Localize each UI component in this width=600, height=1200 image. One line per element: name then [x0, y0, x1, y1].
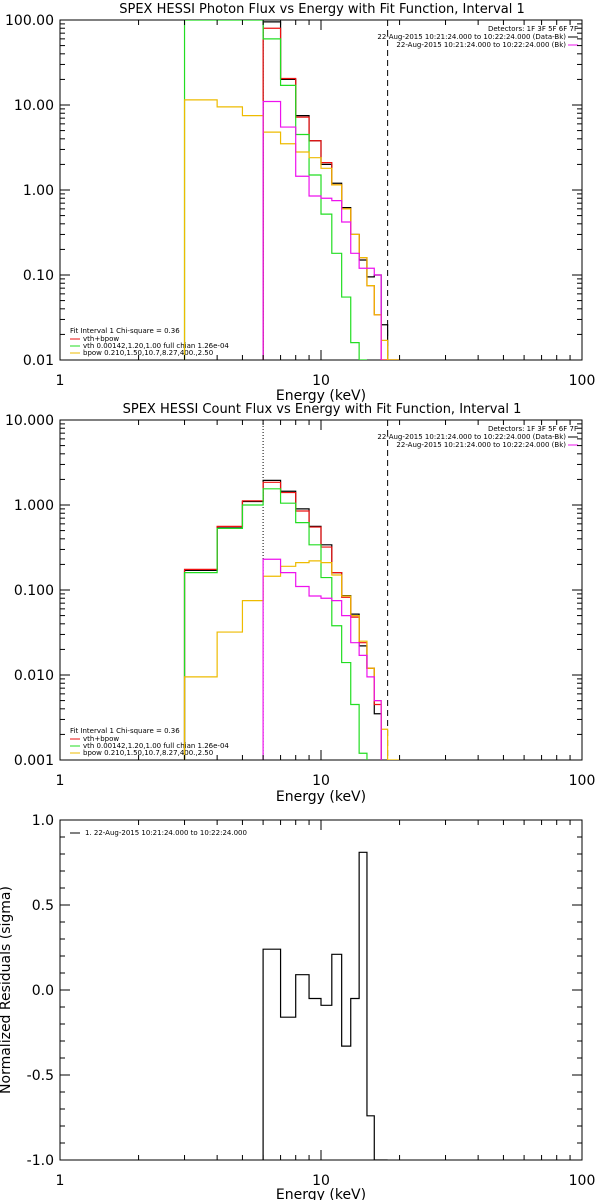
photon-flux-xlabel: Energy (keV) — [276, 388, 366, 404]
count-flux-ytick-0.100: 0.100 — [14, 583, 54, 599]
residuals-xtick-1: 1 — [56, 1173, 65, 1189]
photon-flux-header-data-interval: 22-Aug-2015 10:21:24.000 to 10:22:24.000… — [377, 33, 566, 41]
count-flux-legend: Fit Interval 1 Chi-square = 0.36 vth+bpo… — [70, 727, 229, 757]
residuals-yticks: -1.0 -0.5 0.0 0.5 1.0 — [27, 813, 54, 1169]
residuals-ylabel: Normalized Residuals (sigma) — [0, 886, 14, 1094]
count-flux-ytick-1.000: 1.000 — [14, 498, 54, 514]
photon-flux-series-data — [262, 21, 400, 360]
photon-flux-xtick-1: 1 — [56, 373, 65, 389]
residuals-marks — [262, 851, 388, 1160]
residuals-xlabel: Energy (keV) — [276, 1187, 366, 1200]
count-flux-title: SPEX HESSI Count Flux vs Energy with Fit… — [123, 402, 522, 417]
count-flux-xlabel: Energy (keV) — [276, 789, 366, 805]
count-flux-header-detectors: Detectors: 1F 3F 5F 6F 7F — [488, 425, 578, 433]
count-flux-header: Detectors: 1F 3F 5F 6F 7F 22-Aug-2015 10… — [377, 425, 578, 449]
count-flux-series-background — [262, 558, 382, 760]
photon-flux-legend-total: vth+bpow — [83, 335, 119, 343]
photon-flux-series-bpow — [183, 99, 400, 360]
residuals-panel: 1 10 100 -1.0 -0.5 0.0 0.5 1.0 Energy (k… — [0, 813, 595, 1200]
count-flux-plot-area — [59, 420, 582, 761]
count-flux-yticks: 0.001 0.010 0.100 1.000 10.000 — [5, 413, 54, 769]
count-flux-series-data — [183, 479, 382, 760]
photon-flux-ytick-10.00: 10.00 — [14, 98, 54, 114]
count-flux-legend-bpow: bpow 0.210,1.50,10.7,8.27,400.,2.50 — [83, 749, 213, 757]
photon-flux-legend-bpow: bpow 0.210,1.50,10.7,8.27,400.,2.50 — [83, 349, 213, 357]
photon-flux-panel: SPEX HESSI Photon Flux vs Energy with Fi… — [5, 2, 595, 404]
count-flux-xtick-10: 10 — [312, 773, 330, 789]
count-flux-legend-total: vth+bpow — [83, 735, 119, 743]
count-flux-legend-vth: vth 0.00142,1.20,1.00 full chian 1.26e-0… — [83, 742, 229, 750]
count-flux-xtick-100: 100 — [569, 773, 596, 789]
residuals-ytick-0.5: 0.5 — [32, 898, 54, 914]
count-flux-series-vth — [183, 488, 368, 760]
photon-flux-xticks: 1 10 100 — [56, 373, 596, 389]
photon-flux-legend-vth: vth 0.00142,1.20,1.00 full chian 1.26e-0… — [83, 342, 229, 350]
photon-flux-xtick-10: 10 — [312, 373, 330, 389]
photon-flux-yticks: 0.01 0.10 1.00 10.00 100.00 — [5, 13, 54, 369]
count-flux-header-data-interval: 22-Aug-2015 10:21:24.000 to 10:22:24.000… — [377, 433, 566, 441]
count-flux-ytick-0.001: 0.001 — [14, 753, 54, 769]
photon-flux-series-total — [262, 27, 400, 360]
photon-flux-legend-chisq: Fit Interval 1 Chi-square = 0.36 — [70, 327, 180, 335]
residuals-xtick-100: 100 — [569, 1173, 596, 1189]
count-flux-series-total — [183, 481, 382, 760]
residuals-plot-area — [59, 819, 582, 1161]
photon-flux-ytick-100.00: 100.00 — [5, 13, 54, 29]
residuals-frame — [59, 819, 583, 1161]
photon-flux-header-detectors: Detectors: 1F 3F 5F 6F 7F — [488, 25, 578, 33]
photon-flux-header: Detectors: 1F 3F 5F 6F 7F 22-Aug-2015 10… — [377, 25, 578, 49]
photon-flux-xtick-100: 100 — [569, 373, 596, 389]
residuals-xticks: 1 10 100 — [56, 1173, 596, 1189]
photon-flux-plot-area — [59, 20, 582, 361]
residuals-tick-marks — [59, 819, 582, 1161]
count-flux-tick-marks — [59, 420, 582, 761]
count-flux-panel: SPEX HESSI Count Flux vs Energy with Fit… — [5, 402, 595, 805]
photon-flux-series-background — [262, 100, 382, 360]
photon-flux-series-vth — [183, 20, 367, 360]
residuals-series-data — [262, 851, 388, 1160]
photon-flux-tick-marks — [59, 20, 582, 361]
photon-flux-title: SPEX HESSI Photon Flux vs Energy with Fi… — [119, 2, 525, 17]
count-flux-marks — [183, 420, 400, 760]
photon-flux-ytick-0.01: 0.01 — [23, 353, 54, 369]
residuals-xtick-10: 10 — [312, 1173, 330, 1189]
count-flux-xtick-1: 1 — [56, 773, 65, 789]
residuals-ytick-neg1.0: -1.0 — [27, 1153, 54, 1169]
count-flux-legend-chisq: Fit Interval 1 Chi-square = 0.36 — [70, 727, 180, 735]
count-flux-xticks: 1 10 100 — [56, 773, 596, 789]
count-flux-header-bk-interval: 22-Aug-2015 10:21:24.000 to 10:22:24.000… — [396, 441, 566, 449]
count-flux-ytick-0.010: 0.010 — [14, 668, 54, 684]
residuals-legend: 1. 22-Aug-2015 10:21:24.000 to 10:22:24.… — [70, 829, 247, 837]
residuals-ytick-0.0: 0.0 — [32, 983, 54, 999]
photon-flux-marks — [183, 20, 400, 360]
count-flux-frame — [59, 419, 583, 761]
photon-flux-legend: Fit Interval 1 Chi-square = 0.36 vth+bpo… — [70, 327, 229, 357]
count-flux-ytick-10.000: 10.000 — [5, 413, 54, 429]
photon-flux-ytick-0.10: 0.10 — [23, 268, 54, 284]
photon-flux-header-bk-interval: 22-Aug-2015 10:21:24.000 to 10:22:24.000… — [396, 41, 566, 49]
photon-flux-ytick-1.00: 1.00 — [23, 183, 54, 199]
residuals-legend-interval: 1. 22-Aug-2015 10:21:24.000 to 10:22:24.… — [85, 829, 247, 837]
residuals-ytick-neg0.5: -0.5 — [27, 1068, 54, 1084]
residuals-ytick-1.0: 1.0 — [32, 813, 54, 829]
